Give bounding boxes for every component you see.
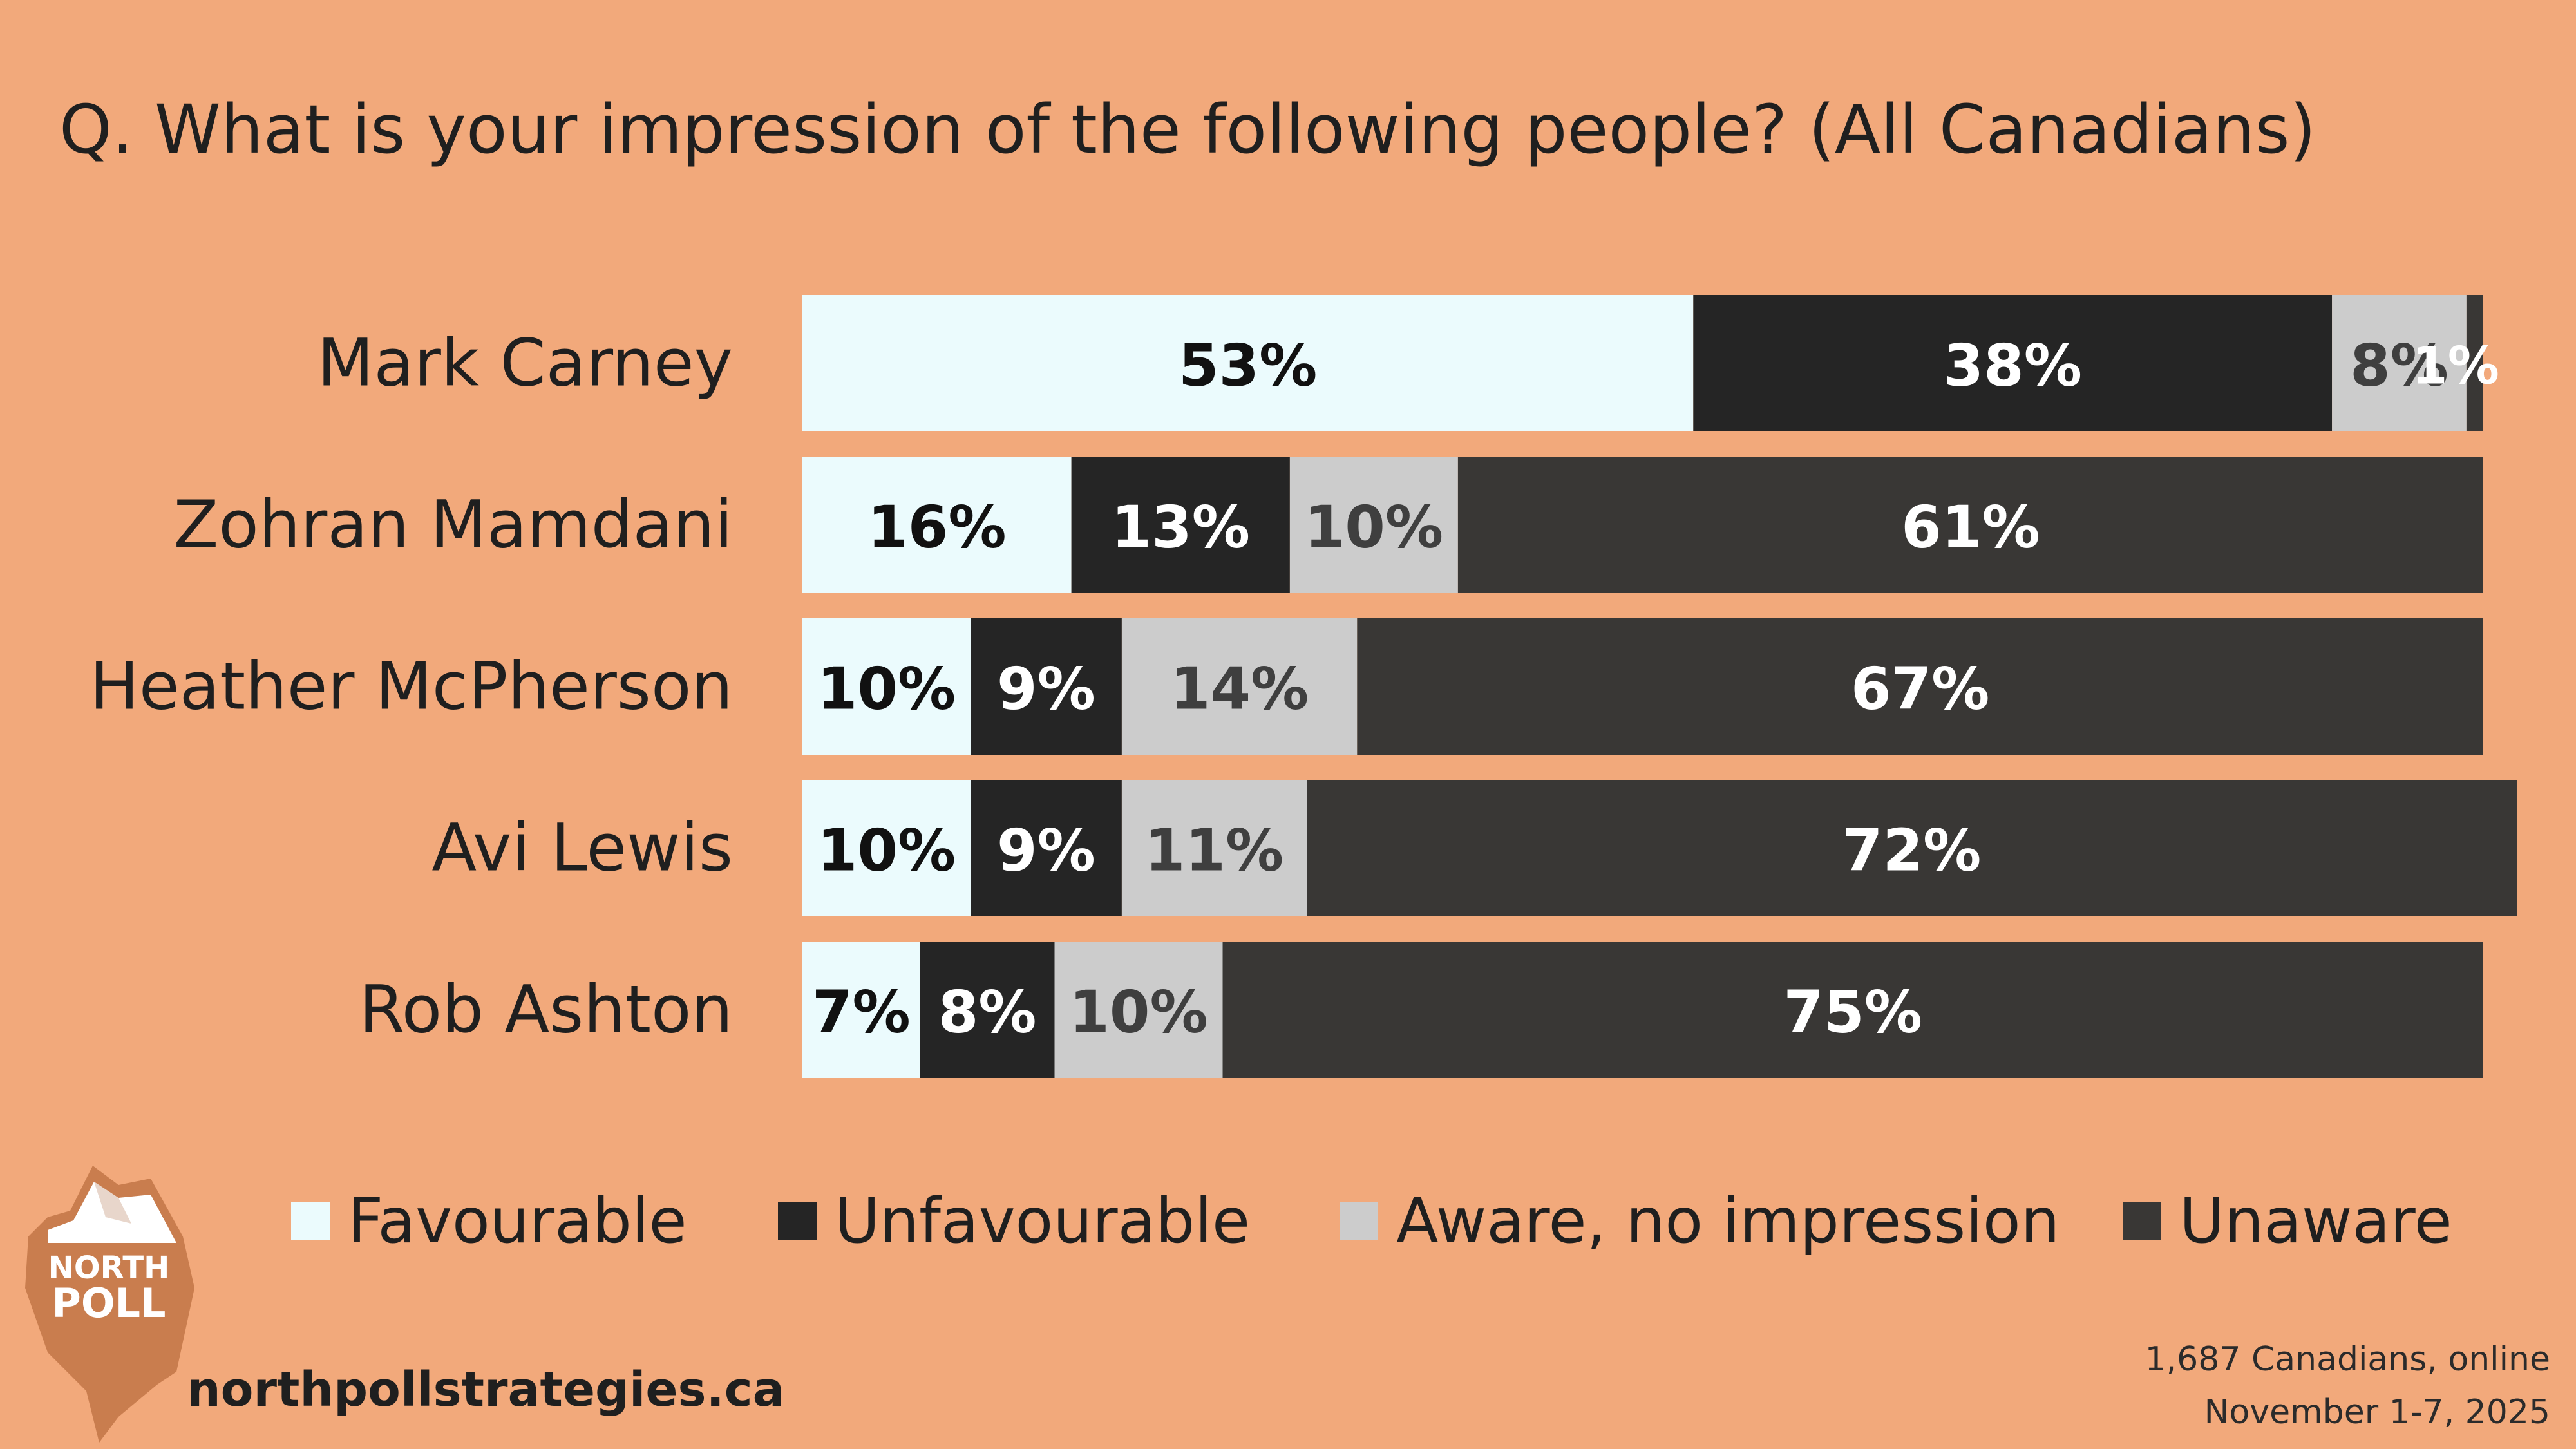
legend-swatch-aware-no-impression: [1340, 1202, 1378, 1240]
bar-heather-mcpherson-favourable: [802, 618, 971, 755]
logo-line-2: POLL: [52, 1280, 166, 1327]
iceberg-peak-shade: [94, 1182, 131, 1224]
bar-avi-lewis-favourable: [802, 780, 971, 916]
bar-avi-lewis-unaware: [1307, 780, 2517, 916]
bar-zohran-mamdani-aware-no-impression: [1289, 457, 1458, 593]
legend-swatch-unfavourable: [778, 1202, 817, 1240]
bar-heather-mcpherson-unfavourable: [971, 618, 1122, 755]
legend-label-aware-no-impression: Aware, no impression: [1396, 1185, 2060, 1257]
data-label-heather-mcpherson-unaware: 67%: [1851, 656, 1989, 723]
legend-item-unfavourable: Unfavourable: [778, 1185, 1250, 1257]
data-label-heather-mcpherson-favourable: 10%: [817, 656, 956, 723]
legend-swatch-favourable: [291, 1202, 330, 1240]
data-label-mark-carney-unfavourable: 38%: [1943, 332, 2081, 400]
data-label-mark-carney-unaware: 1%: [2412, 336, 2499, 396]
legend-item-favourable: Favourable: [291, 1185, 687, 1257]
website-link[interactable]: northpollstrategies.ca: [187, 1362, 785, 1417]
bar-rob-ashton-unfavourable: [920, 942, 1055, 1078]
source-note: 1,687 Canadians, online November 1-7, 20…: [2145, 1333, 2550, 1439]
data-label-rob-ashton-aware-no-impression: 10%: [1069, 979, 1208, 1046]
legend-label-favourable: Favourable: [348, 1185, 687, 1257]
source-line-1: 1,687 Canadians, online: [2145, 1340, 2550, 1379]
category-label-avi-lewis: Avi Lewis: [431, 810, 733, 887]
data-label-rob-ashton-favourable: 7%: [812, 979, 911, 1046]
legend-label-unaware: Unaware: [2179, 1185, 2452, 1257]
category-label-zohran-mamdani: Zohran Mamdani: [173, 487, 733, 564]
bar-zohran-mamdani-unaware: [1457, 457, 2483, 593]
bar-zohran-mamdani-unfavourable: [1071, 457, 1290, 593]
legend-item-aware-no-impression: Aware, no impression: [1340, 1185, 2060, 1257]
bar-heather-mcpherson-unaware: [1357, 618, 2483, 755]
bar-mark-carney-aware-no-impression: [2332, 295, 2467, 431]
legend-label-unfavourable: Unfavourable: [835, 1185, 1251, 1257]
data-label-mark-carney-favourable: 53%: [1179, 332, 1317, 400]
category-label-heather-mcpherson: Heather McPherson: [90, 649, 733, 725]
data-label-zohran-mamdani-aware-no-impression: 10%: [1305, 494, 1443, 562]
data-label-zohran-mamdani-unaware: 61%: [1901, 494, 2040, 562]
logo-line-1: NORTH: [48, 1250, 170, 1286]
bar-rob-ashton-aware-no-impression: [1054, 942, 1223, 1078]
data-label-rob-ashton-unfavourable: 8%: [938, 979, 1037, 1046]
data-label-heather-mcpherson-unfavourable: 9%: [997, 656, 1095, 723]
data-label-avi-lewis-unaware: 72%: [1842, 817, 1981, 885]
category-label-mark-carney: Mark Carney: [317, 325, 733, 402]
data-label-heather-mcpherson-aware-no-impression: 14%: [1170, 656, 1309, 723]
bar-avi-lewis-aware-no-impression: [1121, 780, 1307, 916]
bar-zohran-mamdani-favourable: [802, 457, 1072, 593]
north-poll-logo: NORTH POLL: [25, 1166, 194, 1443]
bar-rob-ashton-unaware: [1222, 942, 2483, 1078]
data-label-rob-ashton-unaware: 75%: [1784, 979, 1922, 1046]
data-label-avi-lewis-favourable: 10%: [817, 817, 956, 885]
legend-item-unaware: Unaware: [2123, 1185, 2452, 1257]
bar-rob-ashton-favourable: [802, 942, 920, 1078]
data-label-zohran-mamdani-unfavourable: 13%: [1112, 494, 1250, 562]
bar-avi-lewis-unfavourable: [971, 780, 1122, 916]
stacked-bar-chart: Mark Carney 53% 38% 8%1%Zohran Mamdani 16% 13…: [90, 295, 2517, 1078]
data-label-avi-lewis-unfavourable: 9%: [997, 817, 1095, 885]
bar-mark-carney-unaware: [2466, 295, 2483, 431]
source-line-2: November 1-7, 2025: [2204, 1393, 2550, 1432]
legend-swatch-unaware: [2123, 1202, 2161, 1240]
bar-heather-mcpherson-aware-no-impression: [1121, 618, 1358, 755]
data-label-zohran-mamdani-favourable: 16%: [867, 494, 1006, 562]
chart-title: Q. What is your impression of the follow…: [59, 90, 2316, 169]
category-label-rob-ashton: Rob Ashton: [359, 972, 733, 1048]
bar-mark-carney-unfavourable: [1693, 295, 2333, 431]
data-label-avi-lewis-aware-no-impression: 11%: [1145, 817, 1283, 885]
bar-mark-carney-favourable: [802, 295, 1694, 431]
data-label-mark-carney-aware-no-impression: 8%: [2350, 332, 2448, 400]
